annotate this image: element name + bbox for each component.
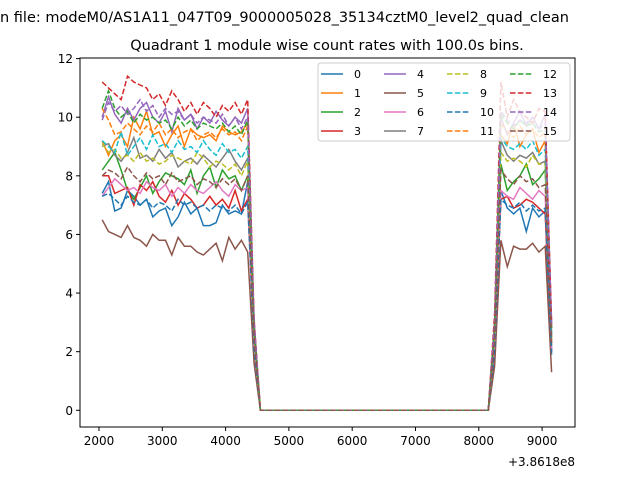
series-line-15	[101, 165, 553, 412]
plot-area	[101, 74, 553, 412]
series-line-5	[101, 219, 553, 412]
x-tick-label: 7000	[400, 434, 431, 448]
legend-label: 11	[480, 125, 494, 138]
y-tick-label: 12	[58, 52, 73, 66]
series-line-14	[101, 98, 553, 412]
legend-label: 4	[417, 68, 424, 81]
x-tick-label: 8000	[464, 434, 495, 448]
series-line-1	[101, 108, 553, 412]
series-line-9	[101, 129, 553, 412]
legend-label: 15	[543, 125, 557, 138]
x-tick-label: 2000	[84, 434, 115, 448]
legend-label: 6	[417, 106, 424, 119]
y-tick-label: 0	[65, 404, 73, 418]
series-line-7	[101, 135, 553, 412]
figure-suptitle: n file: modeM0/AS1A11_047T09_9000005028_…	[0, 10, 569, 26]
y-tick-label: 6	[65, 228, 73, 242]
x-tick-label: 5000	[274, 434, 305, 448]
legend-label: 7	[417, 125, 424, 138]
x-offset-label: +3.8618e8	[508, 455, 575, 469]
legend-label: 14	[543, 106, 557, 119]
axes-frame	[79, 57, 576, 428]
y-tick-label: 10	[58, 111, 73, 125]
series-line-0	[101, 179, 553, 412]
chart-title: Quadrant 1 module wise count rates with …	[130, 38, 524, 54]
x-axis: 2000 3000 4000 5000 6000 7000 8000 9000	[84, 427, 558, 448]
series-line-10	[101, 192, 553, 412]
y-axis: 0 2 4 6 8 10 12	[58, 52, 80, 418]
legend-label: 3	[354, 125, 361, 138]
legend-label: 10	[480, 106, 494, 119]
legend-label: 8	[480, 68, 487, 81]
legend-label: 2	[354, 106, 361, 119]
legend-label: 5	[417, 87, 424, 100]
x-tick-label: 3000	[147, 434, 178, 448]
x-tick-label: 4000	[210, 434, 241, 448]
legend-box	[317, 62, 571, 142]
legend-label: 0	[354, 68, 361, 81]
y-tick-label: 4	[65, 287, 73, 301]
legend-label: 1	[354, 87, 361, 100]
y-tick-label: 8	[65, 169, 73, 183]
legend-label: 9	[480, 87, 487, 100]
y-tick-label: 2	[65, 345, 73, 359]
series-line-4	[101, 94, 553, 412]
x-tick-label: 9000	[527, 434, 558, 448]
x-tick-label: 6000	[337, 434, 368, 448]
series-line-6	[101, 177, 553, 412]
series-line-3	[102, 175, 553, 412]
legend-label: 13	[543, 87, 557, 100]
legend-label: 12	[543, 68, 557, 81]
series-line-8	[101, 143, 553, 412]
